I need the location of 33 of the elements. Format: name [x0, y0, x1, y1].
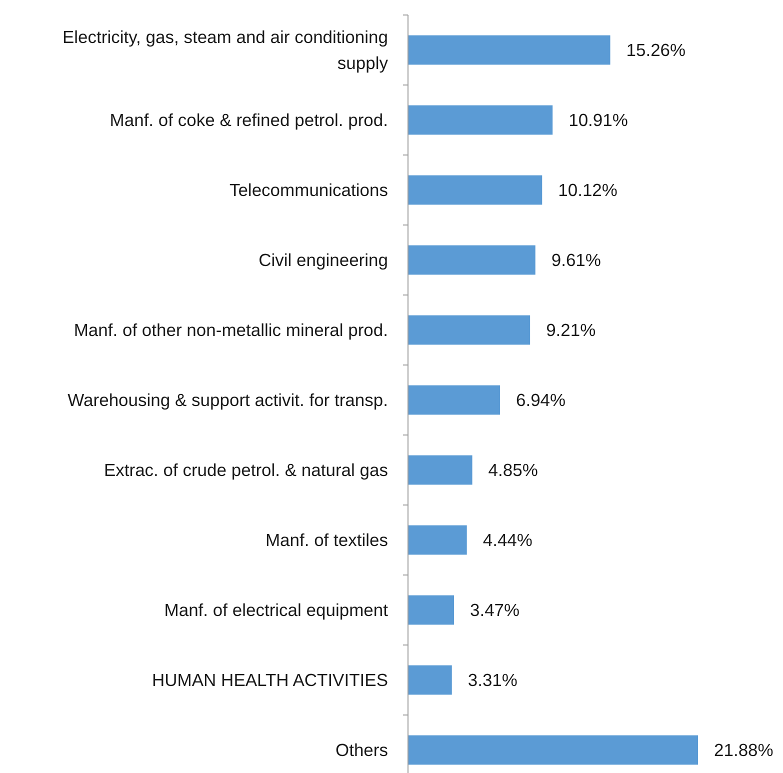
bar	[408, 175, 542, 205]
bar	[408, 665, 452, 695]
y-tick-label: Others	[335, 740, 388, 760]
y-tick-label: Telecommunications	[229, 180, 388, 200]
y-tick-label: Manf. of coke & refined petrol. prod.	[110, 110, 388, 130]
data-label: 4.85%	[488, 460, 538, 480]
data-label: 4.44%	[482, 530, 532, 550]
bar	[408, 595, 454, 625]
data-label: 15.26%	[626, 40, 686, 60]
bar	[408, 315, 530, 345]
data-label: 10.91%	[568, 110, 628, 130]
bar	[408, 245, 536, 275]
data-label: 3.47%	[470, 600, 520, 620]
y-tick-label: Extrac. of crude petrol. & natural gas	[104, 460, 388, 480]
y-tick-label: Manf. of electrical equipment	[164, 600, 388, 620]
data-label: 9.21%	[546, 320, 596, 340]
y-tick-label: Civil engineering	[258, 250, 388, 270]
bar	[408, 35, 610, 65]
data-label: 6.94%	[516, 390, 566, 410]
bar	[408, 385, 500, 415]
data-label: 21.88%	[714, 740, 774, 760]
data-label: 3.31%	[468, 670, 518, 690]
bar	[408, 735, 698, 765]
data-label: 10.12%	[558, 180, 618, 200]
y-tick-label: Manf. of textiles	[265, 530, 388, 550]
bar	[408, 105, 553, 135]
y-tick-label: HUMAN HEALTH ACTIVITIES	[152, 670, 388, 690]
y-tick-label: Manf. of other non-metallic mineral prod.	[74, 320, 388, 340]
y-tick-label: Warehousing & support activit. for transp.	[68, 390, 388, 410]
bar	[408, 455, 472, 485]
data-label: 9.61%	[551, 250, 601, 270]
y-tick-label: Electricity, gas, steam and air conditioning supply	[62, 27, 388, 73]
bar	[408, 525, 467, 555]
